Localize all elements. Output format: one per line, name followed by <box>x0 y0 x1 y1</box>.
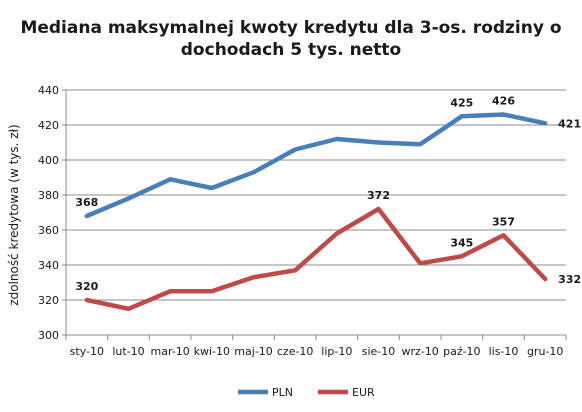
x-tick-label: wrz-10 <box>402 345 439 358</box>
x-tick-label: mar-10 <box>151 345 190 358</box>
y-tick-label: 400 <box>38 154 59 167</box>
x-tick-label: maj-10 <box>234 345 272 358</box>
data-label-eur: 332 <box>558 273 581 286</box>
x-tick-label: lip-10 <box>321 345 352 358</box>
legend-label-pln: PLN <box>272 386 293 399</box>
y-tick-label: 320 <box>38 294 59 307</box>
x-tick-label: sie-10 <box>362 345 396 358</box>
x-tick-label: sty-10 <box>70 345 104 358</box>
data-labels: 368 425 426 421 320 372 345 357 332 <box>75 95 581 294</box>
y-tick-label: 340 <box>38 259 59 272</box>
x-tick-label: lut-10 <box>112 345 144 358</box>
gridlines <box>66 89 566 336</box>
series-line-pln <box>84 112 548 219</box>
x-tick-label: lis-10 <box>489 345 519 358</box>
chart-title-line-1: Mediana maksymalnej kwoty kredytu dla 3-… <box>20 18 561 38</box>
series-lines <box>84 112 548 312</box>
chart-title-line-2: dochodach 5 tys. netto <box>181 40 401 60</box>
y-tick-label: 300 <box>38 329 59 342</box>
data-label-pln: 368 <box>75 196 98 209</box>
legend: PLN EUR <box>238 386 375 399</box>
series-line-eur <box>84 206 548 312</box>
y-tick-label: 440 <box>38 84 59 97</box>
data-label-eur: 372 <box>367 189 390 202</box>
data-label-pln: 426 <box>492 95 515 108</box>
data-label-pln: 425 <box>450 96 473 109</box>
y-tick-label: 380 <box>38 189 59 202</box>
x-tick-label: kwi-10 <box>194 345 230 358</box>
y-axis-title: zdolność kredytowa (w tys. zł) <box>7 124 21 305</box>
data-label-eur: 357 <box>492 215 515 228</box>
legend-label-eur: EUR <box>352 386 375 399</box>
x-tick-label: cze-10 <box>277 345 314 358</box>
y-tick-label: 420 <box>38 119 59 132</box>
x-tick-label: gru-10 <box>527 345 563 358</box>
y-tick-label: 360 <box>38 224 59 237</box>
data-label-eur: 345 <box>450 236 473 249</box>
data-label-pln: 421 <box>558 117 581 130</box>
data-label-eur: 320 <box>75 280 98 293</box>
axes: 300 320 340 360 380 400 420 440 sty-10 lut-10 mar-… <box>38 84 567 358</box>
x-tick-label: paź-10 <box>443 345 480 358</box>
